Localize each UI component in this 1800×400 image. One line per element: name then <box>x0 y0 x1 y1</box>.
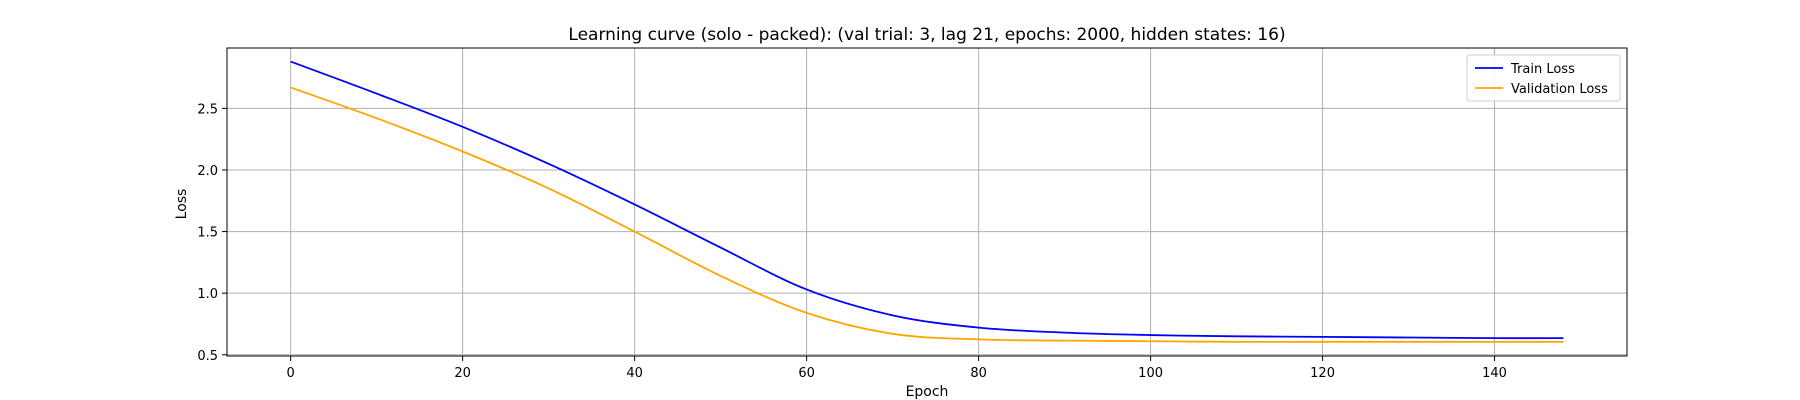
y-tick-label: 2.5 <box>197 102 218 117</box>
chart-title: Learning curve (solo - packed): (val tri… <box>568 25 1285 45</box>
x-tick-label: 120 <box>1310 366 1335 381</box>
x-tick-label: 40 <box>626 366 643 381</box>
grid-lines <box>227 48 1627 356</box>
legend: Train Loss Validation Loss <box>1466 54 1621 102</box>
validation-loss-line <box>290 86 1564 343</box>
x-axis-label: Epoch <box>906 384 949 400</box>
x-tick-label: 80 <box>970 366 987 381</box>
x-tick-label: 100 <box>1138 366 1163 381</box>
y-tick-label: 2.0 <box>197 164 218 179</box>
y-tick-label: 1.0 <box>197 287 218 302</box>
legend-label: Train Loss <box>1510 62 1575 77</box>
x-tick-label: 0 <box>286 366 294 381</box>
x-tick-label: 60 <box>798 366 815 381</box>
series-lines <box>290 60 1564 343</box>
y-axis-label: Loss <box>174 189 190 220</box>
plot-frame <box>226 47 1628 357</box>
y-tick-label: 0.5 <box>197 349 218 364</box>
x-tick-label: 140 <box>1482 366 1507 381</box>
y-tick-label: 1.5 <box>197 226 218 241</box>
legend-label: Validation Loss <box>1511 82 1608 97</box>
x-tick-label: 20 <box>454 366 471 381</box>
legend-box <box>1466 54 1621 102</box>
x-axis-ticks: 0 20 40 60 80 100 120 140 <box>286 356 1507 381</box>
train-loss-line <box>290 60 1564 340</box>
y-axis-ticks: 0.5 1.0 1.5 2.0 2.5 <box>197 102 227 364</box>
